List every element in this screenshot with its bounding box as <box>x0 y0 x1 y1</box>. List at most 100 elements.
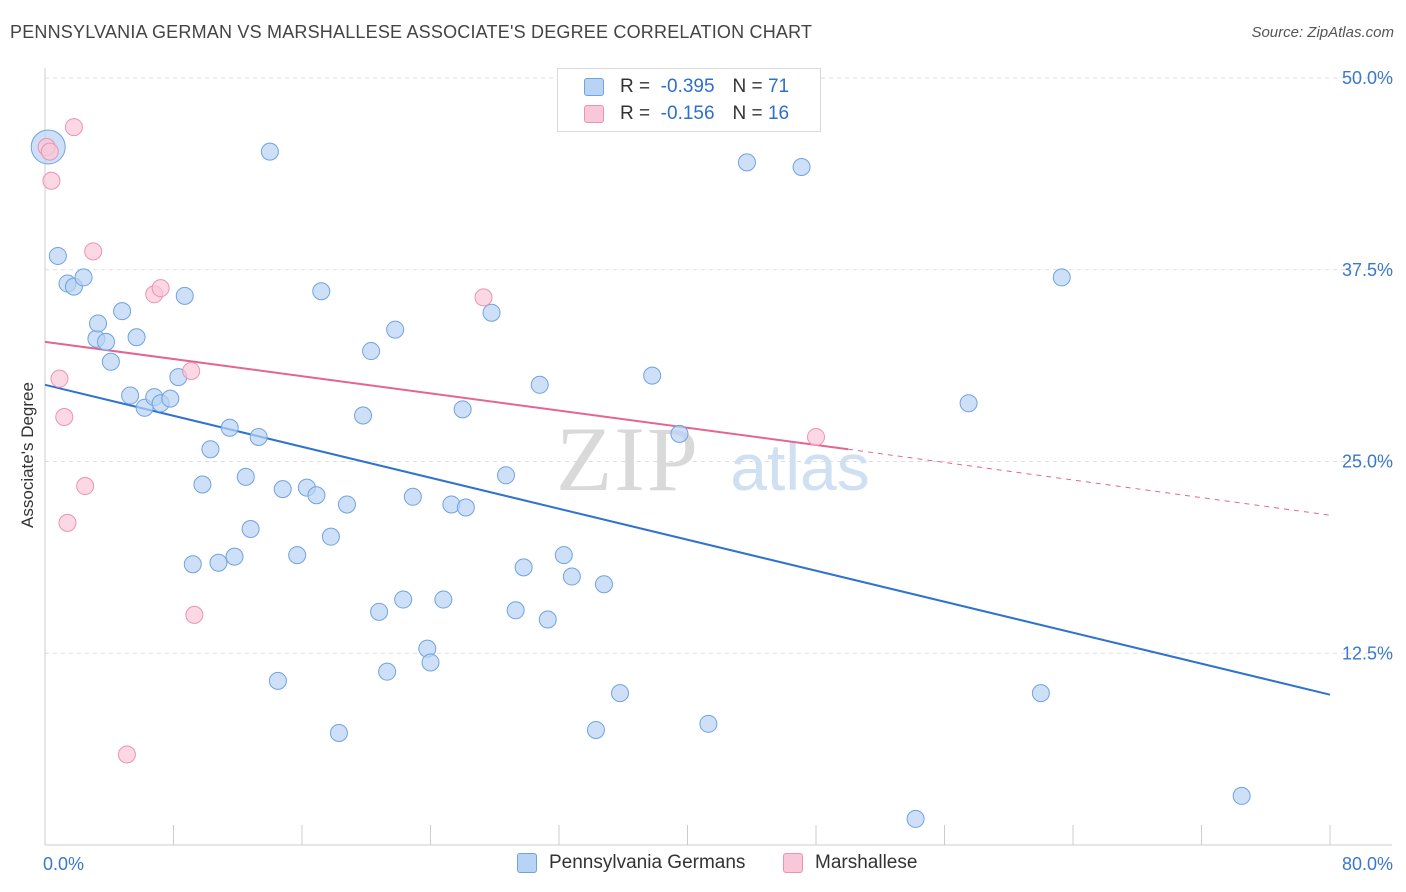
point-pennsylvania-germans <box>97 332 116 351</box>
grid-lines <box>45 77 1392 654</box>
y-axis-title: Associate's Degree <box>18 382 37 528</box>
point-marshallese <box>50 369 69 388</box>
point-pennsylvania-germans <box>268 671 287 690</box>
chart-title: PENNSYLVANIA GERMAN VS MARSHALLESE ASSOC… <box>10 22 813 42</box>
correlation-legend: R = -0.395 N = 71 R = -0.156 N = 16 <box>557 68 821 132</box>
point-marshallese <box>64 118 83 137</box>
point-marshallese <box>474 288 493 307</box>
point-marshallese <box>807 427 825 446</box>
point-pennsylvania-germans <box>554 546 573 565</box>
point-pennsylvania-germans <box>456 498 475 517</box>
point-marshallese <box>185 605 204 624</box>
bottom-legend-marshallese: Marshallese <box>783 852 917 874</box>
point-pennsylvania-germans <box>89 314 108 333</box>
point-pennsylvania-germans <box>225 547 244 566</box>
bottom-legend-swatch-blue <box>517 853 537 873</box>
point-pennsylvania-germans <box>394 590 413 609</box>
point-pennsylvania-germans <box>378 662 397 681</box>
x-tick-label: 80.0% <box>1342 854 1393 874</box>
point-pennsylvania-germans <box>538 610 557 629</box>
legend-r-label: R = <box>620 76 651 97</box>
y-tick-label: 12.5% <box>1342 643 1393 663</box>
point-pennsylvania-germans <box>74 268 93 287</box>
point-pennsylvania-germans <box>312 282 331 301</box>
point-pennsylvania-germans <box>514 558 533 577</box>
x-tick-label: 0.0% <box>43 854 84 874</box>
point-marshallese <box>117 745 136 764</box>
point-pennsylvania-germans <box>562 567 581 586</box>
point-pennsylvania-germans <box>611 684 630 703</box>
point-pennsylvania-germans <box>249 427 268 446</box>
point-pennsylvania-germans <box>48 246 67 265</box>
point-pennsylvania-germans <box>193 475 212 494</box>
point-pennsylvania-germans <box>209 553 228 572</box>
point-pennsylvania-germans <box>113 302 132 321</box>
bottom-legend-label: Marshallese <box>815 852 918 873</box>
point-pennsylvania-germans <box>354 406 373 425</box>
point-pennsylvania-germans <box>273 480 292 499</box>
point-pennsylvania-germans <box>530 375 549 394</box>
legend-swatch-pink <box>584 105 604 123</box>
point-pennsylvania-germans <box>329 724 348 743</box>
legend-n-value: 16 <box>767 103 790 124</box>
point-pennsylvania-germans <box>183 555 202 574</box>
y-tick-label: 37.5% <box>1342 260 1393 280</box>
point-pennsylvania-germans <box>1232 786 1251 805</box>
legend-n-label: N = <box>732 103 763 124</box>
point-pennsylvania-germans <box>482 303 501 322</box>
point-pennsylvania-germans <box>506 601 525 620</box>
axes <box>44 68 1392 846</box>
point-pennsylvania-germans <box>1031 684 1050 703</box>
point-pennsylvania-germans <box>959 394 978 413</box>
point-pennsylvania-germans <box>101 352 120 371</box>
point-pennsylvania-germans <box>906 809 925 828</box>
point-pennsylvania-germans <box>260 142 279 161</box>
point-marshallese <box>76 477 95 496</box>
point-pennsylvania-germans <box>453 400 472 419</box>
point-pennsylvania-germans <box>370 602 389 621</box>
point-pennsylvania-germans <box>434 590 453 609</box>
point-pennsylvania-germans <box>403 487 422 506</box>
trend-lines <box>44 340 1331 696</box>
point-pennsylvania-germans <box>643 366 662 385</box>
point-pennsylvania-germans <box>792 157 811 176</box>
point-pennsylvania-germans <box>670 424 689 443</box>
point-pennsylvania-germans <box>586 720 605 739</box>
point-pennsylvania-germans <box>220 418 239 437</box>
point-pennsylvania-germans <box>699 714 718 733</box>
bottom-legend-swatch-pink <box>783 853 803 873</box>
point-marshallese <box>151 279 170 298</box>
point-pennsylvania-germans <box>737 153 756 172</box>
point-marshallese <box>58 513 77 532</box>
legend-row-marshallese: R = -0.156 N = 16 <box>584 103 789 125</box>
data-points <box>30 118 1251 828</box>
y-tick-label: 25.0% <box>1342 452 1393 472</box>
point-pennsylvania-germans <box>594 575 613 594</box>
point-pennsylvania-germans <box>496 466 515 485</box>
point-marshallese <box>42 171 61 190</box>
bottom-legend-pennsylvania-germans: Pennsylvania Germans <box>517 852 745 874</box>
source-label: Source: ZipAtlas.com <box>1251 24 1394 41</box>
point-marshallese <box>84 242 103 261</box>
point-pennsylvania-germans <box>127 328 146 347</box>
legend-r-value: -0.156 <box>660 103 715 124</box>
tick-labels: 12.5% 25.0% 37.5% 50.0% 0.0% 80.0% <box>43 68 1393 874</box>
point-pennsylvania-germans <box>1052 268 1071 287</box>
trend-line-marshallese <box>44 340 849 451</box>
legend-r-value: -0.395 <box>660 76 715 97</box>
point-pennsylvania-germans <box>421 653 440 672</box>
point-pennsylvania-germans <box>337 495 356 514</box>
point-pennsylvania-germans <box>201 440 220 459</box>
point-pennsylvania-germans <box>386 320 405 339</box>
legend-swatch-blue <box>584 78 604 96</box>
legend-n-label: N = <box>732 76 763 97</box>
point-pennsylvania-germans <box>121 386 140 405</box>
point-marshallese <box>55 408 74 427</box>
point-pennsylvania-germans <box>321 527 340 546</box>
legend-row-pennsylvania-germans: R = -0.395 N = 71 <box>584 76 789 98</box>
watermark-atlas: atlas <box>730 430 869 504</box>
legend-n-value: 71 <box>767 76 790 97</box>
point-marshallese <box>40 142 59 161</box>
point-pennsylvania-germans <box>161 389 180 408</box>
